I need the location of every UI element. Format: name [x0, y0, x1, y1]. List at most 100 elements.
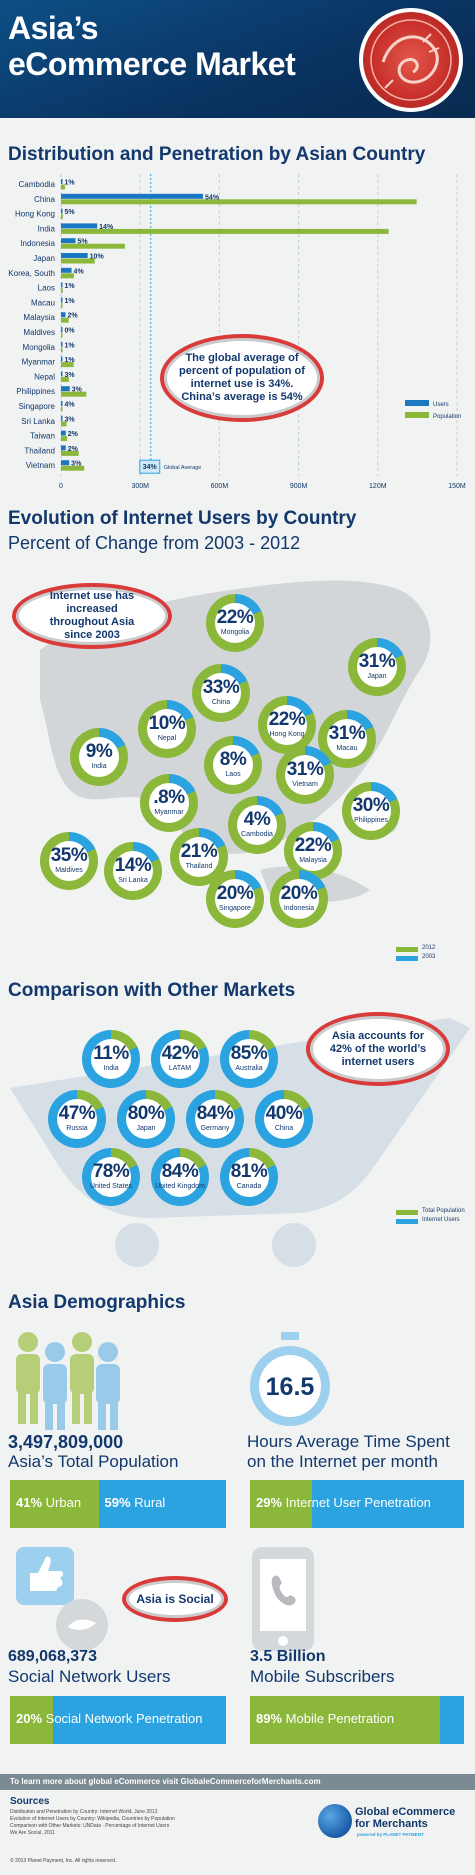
ring-percent: 31% [358, 651, 396, 672]
population-bar [61, 406, 63, 412]
users-bar [61, 341, 63, 347]
population-bar [61, 228, 389, 234]
population-bar [61, 332, 63, 338]
urban-rural-bar: 41% Urban 59% Rural [10, 1480, 226, 1528]
rural-label: Rural [134, 1495, 166, 1510]
users-bar [61, 223, 98, 229]
penetration-label: 3% [65, 372, 76, 379]
ring-myanmar: .8% Myanmar [140, 774, 198, 832]
mobile-pen-pct: 89% [256, 1711, 283, 1726]
population-bar [61, 347, 63, 353]
legend-users-label: Users [433, 402, 449, 408]
x-tick-label: 300M [131, 483, 149, 490]
ring-percent: 35% [50, 845, 88, 866]
ring-russia: 47% Russia [48, 1090, 106, 1148]
cta-link[interactable]: To learn more about global eCommerce vis… [0, 1774, 475, 1790]
ring-germany: 84% Germany [186, 1090, 244, 1148]
internet-penetration-text: 29% Internet User Penetration [256, 1495, 431, 1510]
like-thumb-icon [12, 1545, 122, 1655]
global-average-text: The global average of percent of populat… [179, 352, 305, 403]
penetration-label: 4% [74, 268, 85, 275]
demographics-title: Asia Demographics [8, 1292, 186, 1313]
penetration-label: 10% [90, 254, 105, 261]
category-label: Vietnam [26, 461, 56, 470]
copyright: © 2013 Planet Payment, Inc. All rights r… [10, 1858, 117, 1864]
ring-label: Malaysia [299, 857, 327, 864]
ring-percent: 31% [286, 759, 324, 780]
ring-maldives: 35% Maldives [40, 832, 98, 890]
ring-center [213, 745, 253, 785]
category-label: Japan [33, 254, 55, 263]
category-label: Cambodia [19, 180, 56, 189]
mobile-value: 3.5 Billion [250, 1648, 326, 1665]
population-bar [61, 302, 63, 308]
population-bar [61, 450, 79, 456]
ring-center [49, 841, 89, 881]
ring-center [267, 705, 307, 745]
ring-center [160, 1157, 200, 1197]
ring-latam: 42% LATAM [151, 1030, 209, 1088]
urban-text: 41% Urban [16, 1495, 81, 1510]
ring-label: Thailand [185, 863, 213, 870]
rural-text: 59% Rural [105, 1495, 166, 1510]
penetration-label: 3% [65, 416, 76, 423]
users-bar [61, 415, 63, 421]
ring-percent: 8% [219, 749, 247, 770]
ring-center [79, 737, 119, 777]
category-label: Korea, South [8, 269, 55, 278]
ring-percent: 21% [180, 841, 218, 862]
internet-penetration-fill [250, 1480, 313, 1528]
dragon-seal-icon [359, 8, 463, 112]
penetration-label: 3% [72, 387, 83, 394]
ring-label: Indonesia [283, 905, 315, 912]
ring-label: Philippines [354, 817, 388, 824]
ring-canada: 81% Canada [220, 1148, 278, 1206]
ring-percent: .8% [153, 787, 185, 808]
urban-fill [10, 1480, 99, 1528]
penetration-label: 3% [71, 461, 82, 468]
ring-percent: 22% [294, 835, 332, 856]
ring-japan: 80% Japan [117, 1090, 175, 1148]
ring-percent: 4% [243, 809, 271, 830]
category-label: Philippines [16, 387, 55, 396]
ring-label: Japan [136, 1125, 156, 1132]
x-tick-label: 600M [211, 483, 229, 490]
legend-total-population-label: Total Population [422, 1208, 465, 1214]
ring-label: India [91, 763, 107, 770]
penetration-label: 4% [65, 402, 76, 409]
ring-label: India [103, 1065, 119, 1072]
ring-nepal: 10% Nepal [138, 700, 196, 758]
ring-center [126, 1099, 166, 1139]
penetration-label: 54% [205, 194, 220, 201]
users-bar [61, 371, 63, 377]
category-label: Nepal [34, 372, 55, 381]
ring-mongolia: 22% Mongolia [206, 594, 264, 652]
stopwatch-icon [247, 1330, 333, 1430]
category-label: Maldives [23, 328, 55, 337]
ring-label: Mongolia [220, 629, 250, 636]
ring-label: Myanmar [154, 809, 184, 816]
ring-center [179, 837, 219, 877]
social-penetration-fill [10, 1696, 54, 1744]
penetration-label: 1% [65, 298, 76, 305]
ring-center [91, 1039, 131, 1079]
population-bar [61, 421, 67, 427]
users-bar [61, 267, 72, 273]
logo-line-1: Global eCommerce [355, 1806, 456, 1818]
ring-india: 11% India [82, 1030, 140, 1088]
ring-label: Macau [336, 745, 358, 752]
ring-vietnam: 31% Vietnam [276, 746, 334, 804]
mobile-pen-label: Mobile Penetration [285, 1711, 395, 1726]
internet-penetration-bar: 29% Internet User Penetration [250, 1480, 464, 1528]
penetration-label: 2% [68, 446, 79, 453]
ring-percent: 78% [92, 1161, 130, 1182]
x-tick-label: 0 [59, 483, 63, 490]
ring-center [147, 709, 187, 749]
social-label: Social Network Users [8, 1667, 171, 1686]
mobile-penetration-bar: 89% Mobile Penetration [250, 1696, 464, 1744]
ring-singapore: 20% Singapore [206, 870, 264, 928]
ring-center [195, 1099, 235, 1139]
mobile-phone-icon [250, 1545, 316, 1653]
users-bar [61, 253, 88, 258]
global-average-marker [139, 459, 161, 474]
